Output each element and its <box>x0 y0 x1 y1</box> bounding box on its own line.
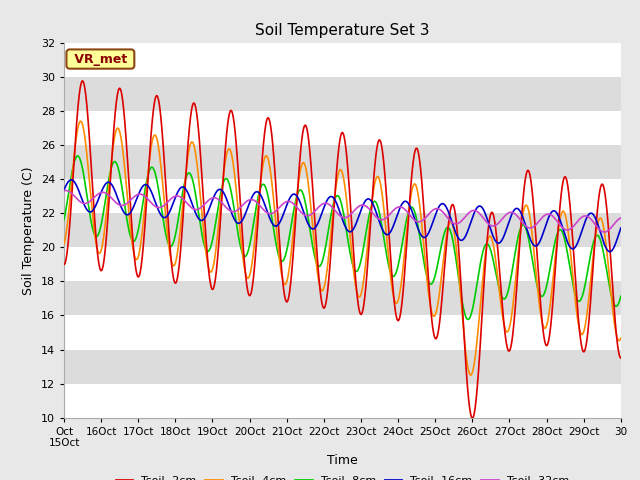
Bar <box>64 145 621 180</box>
Bar <box>64 214 621 247</box>
Bar <box>64 281 621 315</box>
Bar <box>64 77 621 111</box>
Legend: Tsoil -2cm, Tsoil -4cm, Tsoil -8cm, Tsoil -16cm, Tsoil -32cm: Tsoil -2cm, Tsoil -4cm, Tsoil -8cm, Tsoi… <box>111 472 573 480</box>
Y-axis label: Soil Temperature (C): Soil Temperature (C) <box>22 166 35 295</box>
Bar <box>64 180 621 214</box>
Text: VR_met: VR_met <box>70 53 131 66</box>
Title: Soil Temperature Set 3: Soil Temperature Set 3 <box>255 23 429 38</box>
Bar <box>64 43 621 77</box>
Bar <box>64 349 621 384</box>
Bar <box>64 384 621 418</box>
Bar <box>64 315 621 349</box>
X-axis label: Time: Time <box>327 454 358 467</box>
Bar <box>64 247 621 281</box>
Bar <box>64 111 621 145</box>
